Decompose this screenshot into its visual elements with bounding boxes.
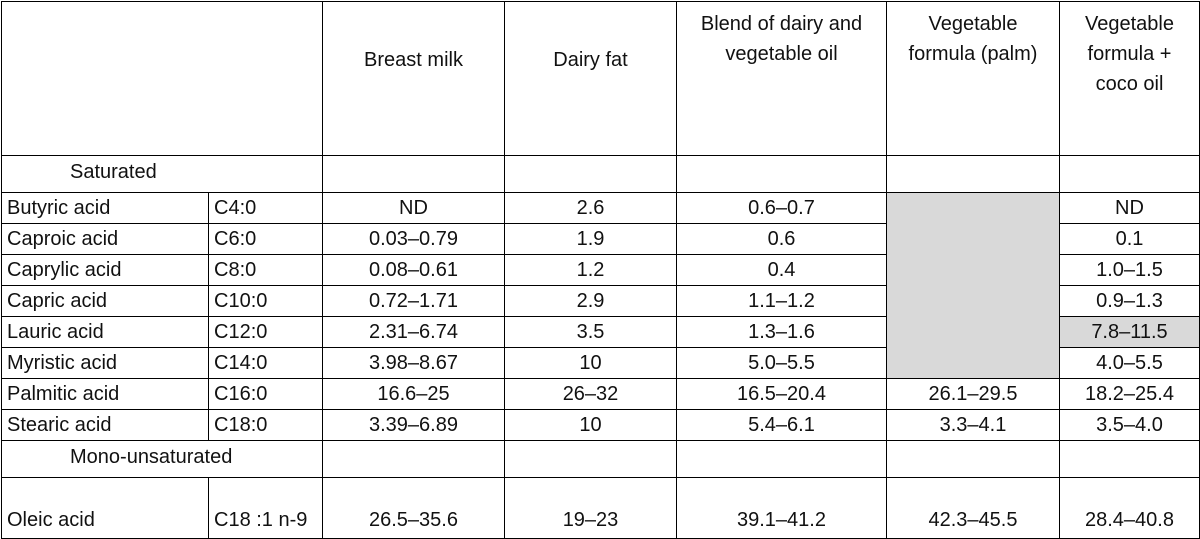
table-row: Palmitic acid C16:0 16.6–25 26–32 16.5–2…	[1, 378, 1200, 410]
value-vegetable-palm	[886, 254, 1060, 286]
acid-name: Butyric acid	[1, 192, 209, 224]
value-breast-milk: 16.6–25	[322, 378, 505, 410]
value-vegetable-palm: 42.3–45.5	[886, 477, 1060, 539]
value-blend: 1.3–1.6	[676, 316, 887, 348]
value-vegetable-palm	[886, 192, 1060, 224]
acid-name: Caproic acid	[1, 223, 209, 255]
value-breast-milk: 3.98–8.67	[322, 347, 505, 379]
value-vegetable-coco: 18.2–25.4	[1059, 378, 1200, 410]
value-dairy-fat: 1.9	[504, 223, 677, 255]
value-dairy-fat: 10	[504, 409, 677, 441]
value-vegetable-palm	[886, 347, 1060, 379]
acid-code: C16:0	[208, 378, 323, 410]
table-row: Lauric acid C12:0 2.31–6.74 3.5 1.3–1.6 …	[1, 316, 1200, 348]
table-row: Capric acid C10:0 0.72–1.71 2.9 1.1–1.2 …	[1, 285, 1200, 317]
header-vegetable-coco: Vegetable formula + coco oil	[1059, 1, 1200, 156]
value-blend: 5.4–6.1	[676, 409, 887, 441]
acid-code: C14:0	[208, 347, 323, 379]
value-vegetable-coco: ND	[1059, 192, 1200, 224]
value-dairy-fat: 10	[504, 347, 677, 379]
value-vegetable-palm	[886, 223, 1060, 255]
value-vegetable-coco: 3.5–4.0	[1059, 409, 1200, 441]
header-dairy-fat: Dairy fat	[504, 1, 677, 156]
value-breast-milk: 26.5–35.6	[322, 477, 505, 539]
value-dairy-fat: 26–32	[504, 378, 677, 410]
value-vegetable-coco: 0.1	[1059, 223, 1200, 255]
table-row: Butyric acid C4:0 ND 2.6 0.6–0.7 ND	[1, 192, 1200, 224]
acid-code: C8:0	[208, 254, 323, 286]
value-vegetable-coco: 7.8–11.5	[1059, 316, 1200, 348]
value-vegetable-palm: 3.3–4.1	[886, 409, 1060, 441]
table-row: Caprylic acid C8:0 0.08–0.61 1.2 0.4 1.0…	[1, 254, 1200, 286]
value-vegetable-coco: 28.4–40.8	[1059, 477, 1200, 539]
value-blend: 16.5–20.4	[676, 378, 887, 410]
table-row: Myristic acid C14:0 3.98–8.67 10 5.0–5.5…	[1, 347, 1200, 379]
header-breast-milk: Breast milk	[322, 1, 505, 156]
value-breast-milk: 0.08–0.61	[322, 254, 505, 286]
table-row: Stearic acid C18:0 3.39–6.89 10 5.4–6.1 …	[1, 409, 1200, 441]
acid-name: Caprylic acid	[1, 254, 209, 286]
value-breast-milk: 0.72–1.71	[322, 285, 505, 317]
value-blend: 0.4	[676, 254, 887, 286]
value-blend: 0.6–0.7	[676, 192, 887, 224]
acid-code: C12:0	[208, 316, 323, 348]
value-blend: 0.6	[676, 223, 887, 255]
value-breast-milk: 3.39–6.89	[322, 409, 505, 441]
value-dairy-fat: 1.2	[504, 254, 677, 286]
value-breast-milk: ND	[322, 192, 505, 224]
value-vegetable-palm	[886, 316, 1060, 348]
value-blend: 39.1–41.2	[676, 477, 887, 539]
table-row: Caproic acid C6:0 0.03–0.79 1.9 0.6 0.1	[1, 223, 1200, 255]
value-vegetable-palm: 26.1–29.5	[886, 378, 1060, 410]
header-row: Breast milk Dairy fat Blend of dairy and…	[1, 1, 1200, 156]
acid-name: Stearic acid	[1, 409, 209, 441]
value-blend: 1.1–1.2	[676, 285, 887, 317]
header-vegetable-palm: Vegetable formula (palm)	[886, 1, 1060, 156]
header-blend: Blend of dairy and vegetable oil	[676, 1, 887, 156]
value-vegetable-coco: 1.0–1.5	[1059, 254, 1200, 286]
acid-name: Lauric acid	[1, 316, 209, 348]
value-breast-milk: 0.03–0.79	[322, 223, 505, 255]
value-dairy-fat: 19–23	[504, 477, 677, 539]
value-blend: 5.0–5.5	[676, 347, 887, 379]
acid-name: Palmitic acid	[1, 378, 209, 410]
value-vegetable-coco: 4.0–5.5	[1059, 347, 1200, 379]
acid-code: C10:0	[208, 285, 323, 317]
value-vegetable-palm	[886, 285, 1060, 317]
value-dairy-fat: 2.6	[504, 192, 677, 224]
group-row-mono-unsaturated: Mono-unsaturated	[1, 440, 1200, 478]
group-label-mono-unsaturated: Mono-unsaturated	[1, 440, 323, 478]
group-label-saturated: Saturated	[1, 155, 323, 193]
value-breast-milk: 2.31–6.74	[322, 316, 505, 348]
header-corner-cell	[1, 1, 323, 156]
acid-code: C18 :1 n-9	[208, 477, 323, 539]
acid-code: C18:0	[208, 409, 323, 441]
value-dairy-fat: 3.5	[504, 316, 677, 348]
group-row-saturated: Saturated	[1, 155, 1200, 193]
table-row: Oleic acid C18 :1 n-9 26.5–35.6 19–23 39…	[1, 477, 1200, 539]
value-dairy-fat: 2.9	[504, 285, 677, 317]
acid-code: C6:0	[208, 223, 323, 255]
acid-name: Myristic acid	[1, 347, 209, 379]
acid-name: Capric acid	[1, 285, 209, 317]
acid-name: Oleic acid	[1, 477, 209, 539]
value-vegetable-coco: 0.9–1.3	[1059, 285, 1200, 317]
acid-code: C4:0	[208, 192, 323, 224]
